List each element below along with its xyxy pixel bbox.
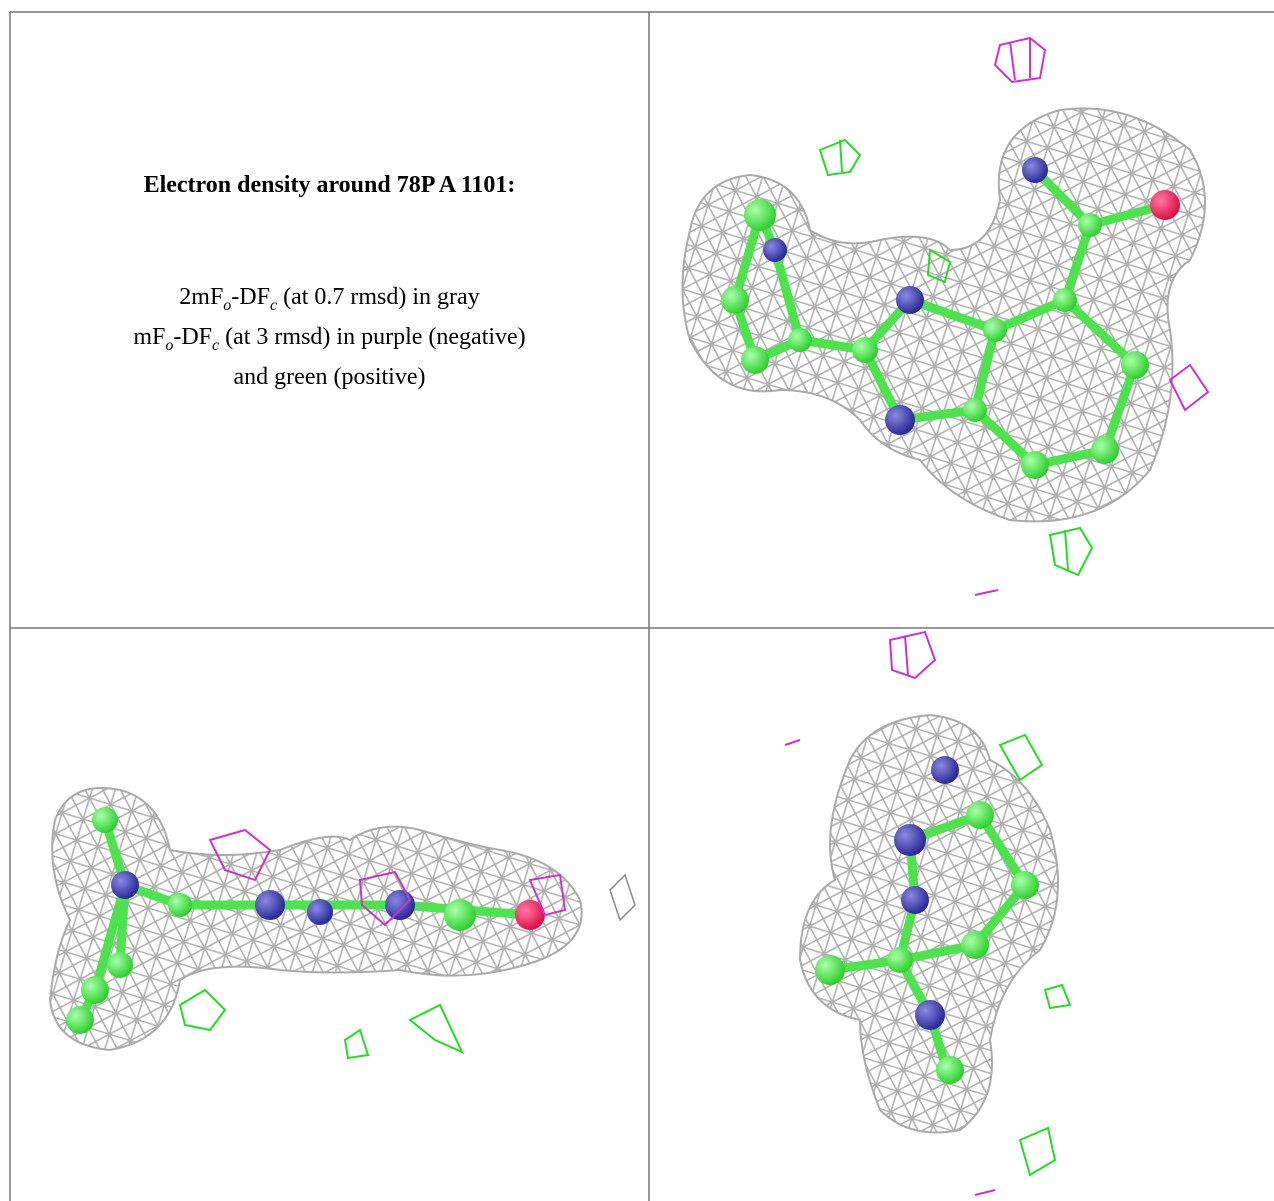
caption-title: Electron density around 78P A 1101: xyxy=(143,172,516,198)
text: mF xyxy=(133,324,166,350)
text: (at 0.7 rmsd) in gray xyxy=(277,284,480,310)
density-view-1 xyxy=(681,36,1210,596)
subscript: c xyxy=(269,296,278,314)
text: (at 3 rmsd) in purple (negative) xyxy=(219,324,526,350)
density-view-3 xyxy=(784,630,1072,1196)
subscript: c xyxy=(212,336,220,354)
subscript: o xyxy=(223,296,232,314)
text: -DF xyxy=(231,284,270,310)
subscript: o xyxy=(165,336,174,354)
grid-lines xyxy=(9,11,1274,1201)
text: 2mF xyxy=(179,284,224,310)
text: -DF xyxy=(173,324,212,350)
caption-line: 2mFo-DFc (at 0.7 rmsd) in gray xyxy=(10,284,649,315)
density-view-2 xyxy=(48,787,636,1060)
caption-line: and green (positive) xyxy=(233,364,426,390)
caption-line: mFo-DFc (at 3 rmsd) in purple (negative) xyxy=(10,324,649,355)
